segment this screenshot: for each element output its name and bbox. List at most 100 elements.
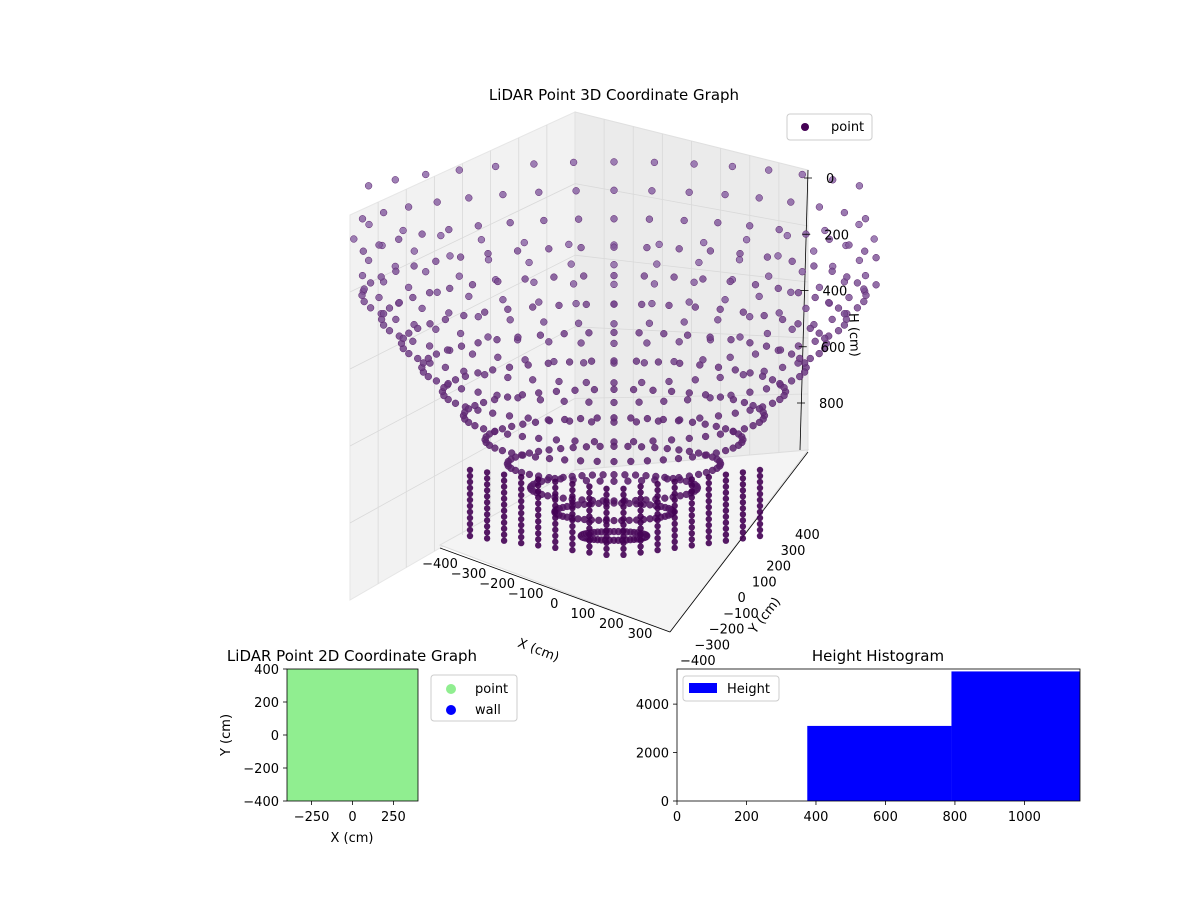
scatter-point [690,160,698,168]
scatter-point [379,208,388,217]
scatter-point [582,443,591,451]
scatter-point [586,543,593,550]
scatter-point [755,418,764,427]
scatter-point [638,378,646,387]
scatter-point [484,249,492,258]
scatter-point [632,357,641,365]
scatter-point [632,418,641,426]
scatter-point [534,447,543,456]
scatter-point [529,376,537,384]
scatter-point [489,409,497,417]
scatter-point [483,523,491,530]
scatter-point [665,301,673,310]
scatter-point [392,267,400,275]
scatter-point [840,208,849,217]
scatter-point [561,456,569,464]
scatter-point [701,391,710,399]
scatter-point [643,414,652,423]
scatter-point [705,497,712,505]
scatter-point [552,508,559,515]
scatter-point [756,496,764,504]
x-axis-line [439,547,671,633]
scatter-point [738,433,746,441]
scatter-point [574,215,583,223]
scatter-point [474,369,482,377]
scatter-point [409,337,417,345]
scatter-point [700,238,708,247]
scatter-point [364,256,373,265]
scatter-point [586,483,593,490]
scatter-point [688,476,695,483]
scatter-point [637,537,644,544]
z-tick-label: 0 [826,172,834,187]
scatter-point [702,451,711,459]
scatter-point [559,494,567,502]
scatter-point [552,526,559,533]
scatter-point [524,414,532,422]
scatter-point [441,363,450,372]
scatter-point [722,477,730,484]
scatter-point [671,508,678,515]
scatter-point [524,361,532,369]
scatter-point [425,289,434,297]
scatter-point [783,231,791,240]
scatter-point [683,396,692,404]
scatter-point [466,472,474,480]
scatter-point [483,481,491,488]
scatter-point [688,488,695,495]
scatter-point [425,342,434,350]
x-tick-label: −400 [422,557,458,572]
scatter-point [862,291,870,299]
scatter-point [535,506,542,513]
scatter-point [778,315,787,324]
scatter-point [471,401,479,410]
scatter-point [366,279,375,287]
scatter-point [451,376,460,384]
scatter-point [574,501,582,509]
scatter-point [637,489,644,496]
x-tick-label: 100 [570,607,595,622]
x-tick-label-2d: −250 [294,810,330,825]
scatter-point [654,522,661,530]
scatter-point [569,510,576,518]
scatter-point [587,357,596,365]
scatter-point [652,472,660,481]
scatter-point [722,519,730,526]
scatter-point [535,488,542,495]
scatter-point [385,327,394,335]
scatter-point [585,329,593,337]
scatter-point [696,361,704,369]
y-tick-label: −100 [723,607,759,622]
scatter-point [722,495,730,502]
scatter-point [399,334,407,342]
scatter-point [494,353,502,361]
scatter-point [691,303,699,311]
scatter-point [404,203,413,211]
x-tick-label-hist: 800 [943,810,968,825]
scatter-point [545,338,553,346]
scatter-point [536,331,545,339]
scatter-point [535,524,542,531]
scatter-point [514,333,522,341]
scatter-point [603,497,610,504]
scatter-point [456,253,465,261]
scatter-point [535,298,543,306]
z-tick-label: 200 [824,228,849,243]
scatter-point [810,262,818,270]
scatter-point [625,499,633,508]
scatter-point [525,449,534,457]
scatter-point [646,515,654,523]
scatter-point [422,170,430,179]
scatter-point [576,414,585,423]
scatter-point [845,293,853,302]
scatter-point [685,447,694,456]
scatter-point [557,444,565,453]
scatter-point [409,293,417,302]
scatter-point [685,434,693,443]
scatter-point [855,182,864,190]
scatter-point [552,496,559,503]
scatter-point [654,486,661,494]
scatter-point [756,508,764,516]
scatter-point [426,320,434,328]
scatter-point [654,534,661,542]
